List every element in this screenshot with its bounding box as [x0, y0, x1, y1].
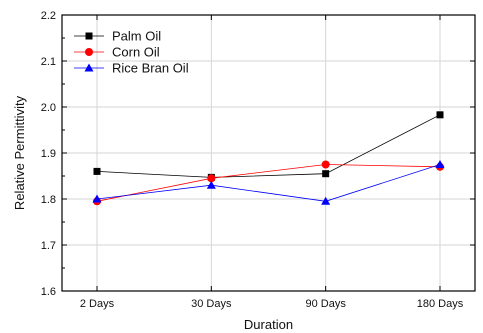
legend-label: Rice Bran Oil [112, 61, 189, 76]
data-point [321, 196, 331, 205]
legend-label: Palm Oil [112, 29, 161, 44]
axis-ticks: 1.6 1.7 1.8 1.9 2.0 2.1 2.2 2 Days 30 Days 90 Day… [41, 10, 475, 310]
series-rice-bran-oil [92, 160, 445, 205]
x-tick-label: 30 Days [191, 298, 232, 310]
data-point [93, 167, 101, 175]
legend-marker [85, 32, 93, 40]
x-axis-title: Duration [244, 317, 293, 332]
x-tick-label: 90 Days [305, 298, 346, 310]
series-line [96, 164, 441, 202]
y-tick-label: 2.1 [41, 56, 56, 68]
y-tick-label: 1.9 [41, 148, 56, 160]
data-point [207, 174, 216, 183]
data-point [322, 170, 330, 178]
legend-marker [84, 63, 94, 72]
y-tick-label: 1.7 [41, 240, 56, 252]
data-point [92, 194, 102, 203]
legend-item: Rice Bran Oil [74, 61, 189, 76]
data-point [206, 180, 216, 189]
data-point [435, 160, 445, 168]
series-line [96, 164, 441, 202]
legend-item: Palm Oil [74, 29, 161, 44]
y-tick-label: 1.8 [41, 194, 56, 206]
x-tick-label: 180 Days [417, 298, 464, 310]
y-tick-label: 2.0 [41, 102, 56, 114]
series [92, 111, 445, 206]
y-axis-title: Relative Permittivity [12, 95, 27, 210]
y-tick-label: 1.6 [41, 286, 56, 298]
legend-label: Corn Oil [112, 45, 160, 60]
y-tick-label: 2.2 [41, 10, 56, 22]
x-tick-label: 2 Days [80, 298, 115, 310]
series-line [96, 114, 441, 178]
legend-marker [85, 48, 93, 56]
data-point [321, 160, 330, 169]
grid [62, 14, 475, 292]
legend-item: Corn Oil [74, 45, 160, 60]
data-point [436, 111, 444, 119]
